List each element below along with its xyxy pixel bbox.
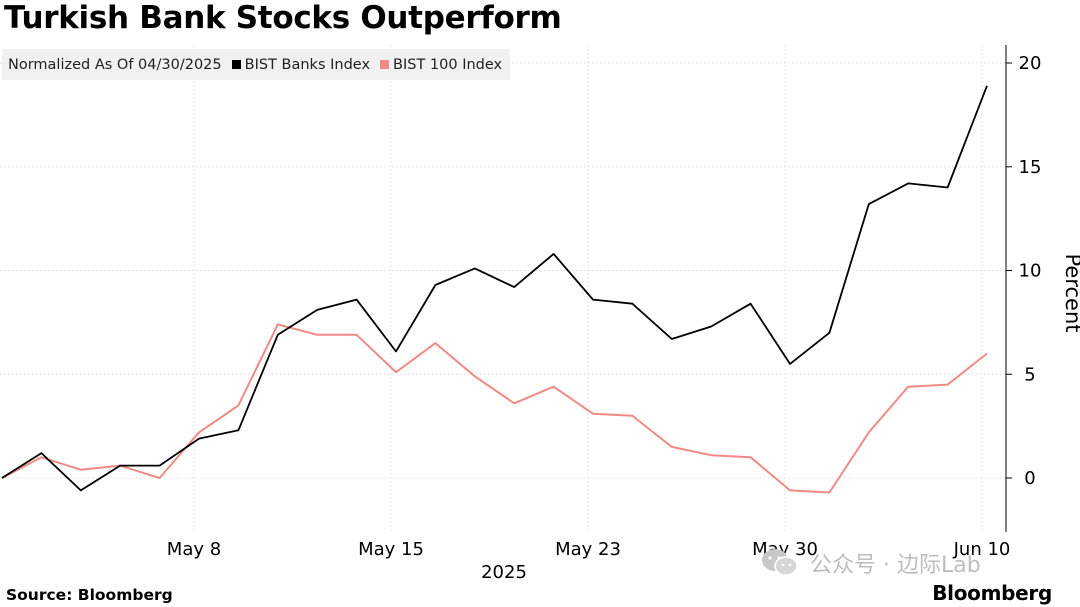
x-tick-label: May 23 <box>555 539 621 560</box>
x-axis-year-label: 2025 <box>481 562 527 583</box>
x-tick-label: Jun 10 <box>953 539 1011 560</box>
legend-note: Normalized As Of 04/30/2025 <box>8 56 222 73</box>
legend-swatch-bist100 <box>380 60 390 69</box>
series-line-bist-banks <box>1 85 988 492</box>
x-tick-label: May 15 <box>358 539 424 560</box>
series-lines <box>1 85 988 494</box>
wechat-icon <box>762 549 798 576</box>
series-line-bist-100 <box>1 323 988 494</box>
y-tick-label: 0 <box>1024 468 1035 489</box>
x-tick-label: May 8 <box>167 539 221 560</box>
legend-entry-banks: BIST Banks Index <box>231 56 371 73</box>
y-tick-label: 20 <box>1019 53 1042 74</box>
legend-swatch-banks <box>231 60 241 69</box>
legend-label-bist100: BIST 100 Index <box>393 56 503 73</box>
legend-label-banks: BIST Banks Index <box>244 56 371 73</box>
y-axis: 0 5 10 15 20 Percent <box>1005 45 1080 532</box>
y-tick-label: 5 <box>1024 364 1035 385</box>
legend: Normalized As Of 04/30/2025 BIST Banks I… <box>2 49 511 80</box>
y-axis-label: Percent <box>1061 253 1080 332</box>
source-note: Source: Bloomberg <box>6 586 173 604</box>
watermark: 公众号 · 边际Lab <box>760 547 981 579</box>
watermark-text: 公众号 · 边际Lab <box>810 553 981 578</box>
gridlines <box>0 45 1006 532</box>
brand-logo: Bloomberg <box>932 581 1052 605</box>
legend-entry-bist100: BIST 100 Index <box>380 57 502 73</box>
y-tick-label: 10 <box>1019 261 1042 282</box>
y-tick-label: 15 <box>1019 157 1042 178</box>
chart-title: Turkish Bank Stocks Outperform <box>4 0 562 36</box>
